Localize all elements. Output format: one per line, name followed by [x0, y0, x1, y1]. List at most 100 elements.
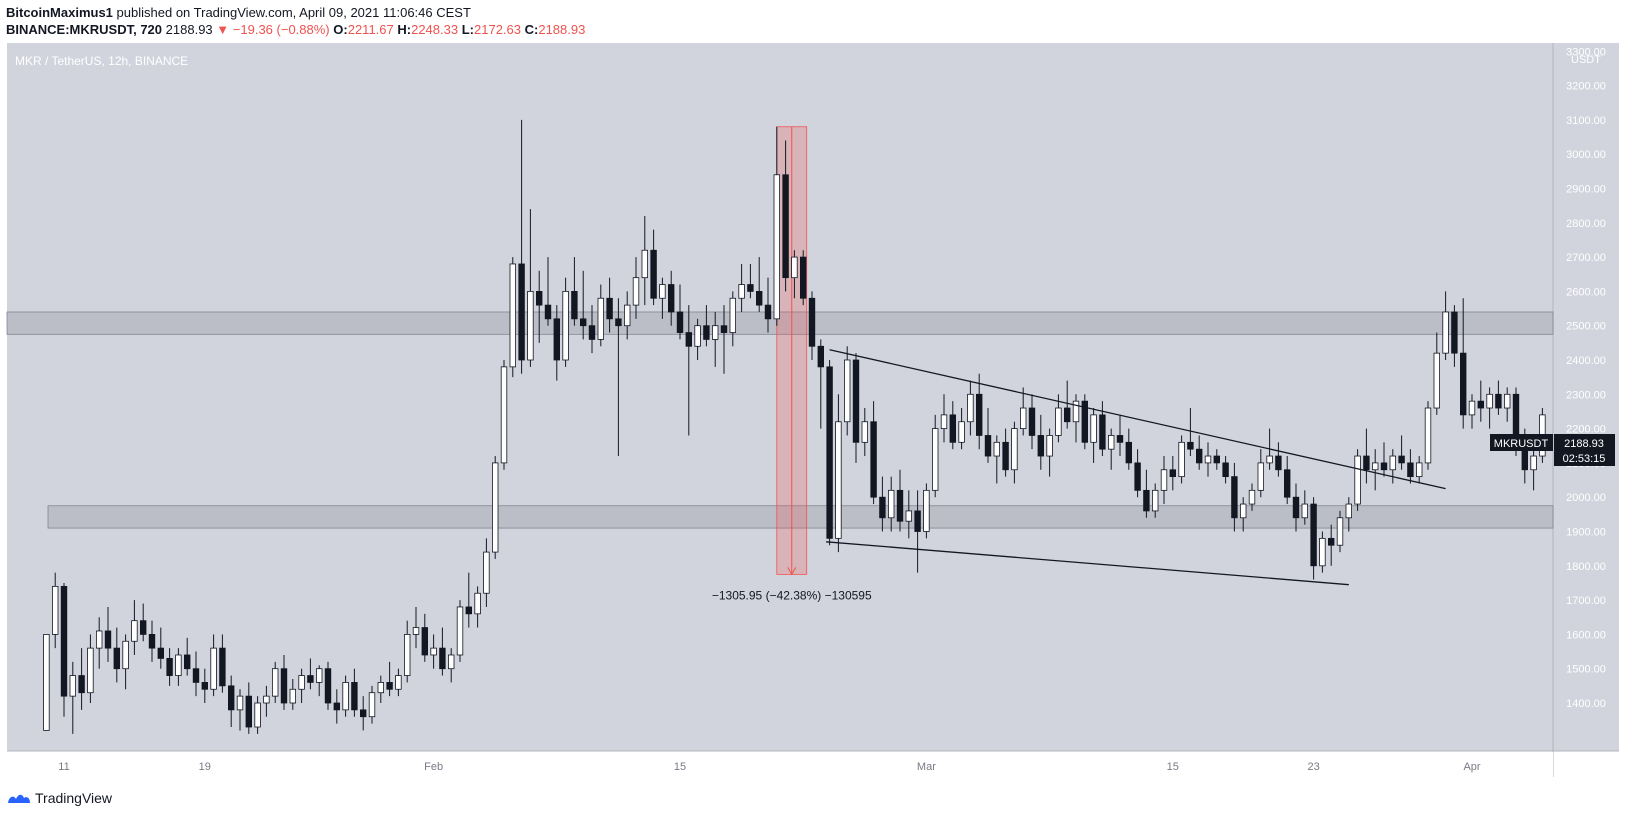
trendline-lower[interactable] — [826, 541, 1349, 586]
y-tick-label: 2200.00 — [1566, 424, 1606, 436]
candle-body — [1310, 503, 1317, 567]
candle-body — [1372, 462, 1379, 471]
candle — [641, 215, 648, 306]
price-axis[interactable]: 1400.00 1500.00 1600.00 1700.00 1800.00 1900.… — [1566, 46, 1606, 710]
candle — [43, 634, 50, 731]
candle-body — [1416, 462, 1423, 478]
candle-body — [1204, 455, 1212, 464]
candle — [1433, 332, 1440, 415]
candle — [289, 678, 296, 710]
y-tick-label: 2800.00 — [1566, 218, 1606, 230]
candle-body — [808, 297, 816, 347]
open-label: O: — [333, 22, 348, 37]
trendline-upper[interactable] — [829, 349, 1446, 490]
last-price-tag: MKRUSDT 2188.93 02:53:15 — [1490, 434, 1615, 466]
down-arrow-icon: ▼ — [216, 22, 230, 37]
y-tick-label: 3200.00 — [1566, 81, 1606, 93]
candle-body — [474, 592, 481, 615]
time-axis[interactable]: 1119Feb15Mar1523Apr1220May10 — [58, 761, 1627, 773]
author-name[interactable]: BitcoinMaximus1 — [6, 5, 113, 20]
x-tick-label: Apr — [1463, 761, 1480, 773]
measure-arrow-head — [787, 567, 797, 576]
candle-body — [1292, 496, 1300, 519]
candle — [201, 668, 208, 703]
candle — [527, 209, 534, 367]
candle-body — [747, 284, 754, 292]
candle-body — [333, 702, 340, 711]
price-tag-box — [1554, 434, 1615, 451]
trendlines-layer[interactable] — [826, 349, 1446, 586]
candle-body — [1486, 393, 1493, 409]
y-tick-label: 2400.00 — [1566, 355, 1606, 367]
candle-body — [1284, 469, 1291, 498]
measure-tool[interactable]: −1305.95 (−42.38%) −130595 — [712, 126, 872, 603]
zone-resistance[interactable] — [6, 311, 1554, 335]
candle — [483, 538, 490, 607]
candle-body — [536, 290, 543, 306]
candle-body — [298, 675, 305, 690]
candle — [826, 360, 833, 546]
candle-body — [509, 263, 516, 368]
candle — [1240, 497, 1247, 532]
candle — [1187, 408, 1194, 457]
candle — [421, 613, 428, 662]
candle-body — [861, 421, 868, 443]
candle — [131, 600, 138, 655]
candle — [712, 311, 719, 367]
candle — [324, 661, 332, 710]
candle-body — [967, 393, 974, 423]
candle — [835, 394, 842, 553]
candle — [852, 353, 860, 463]
candle — [474, 586, 481, 628]
candle — [984, 408, 992, 463]
candle-body — [659, 284, 666, 299]
candle-body — [1301, 503, 1308, 519]
candle — [1248, 483, 1256, 511]
candle — [447, 648, 455, 683]
y-tick-label: 1800.00 — [1566, 561, 1606, 573]
candle — [175, 648, 182, 686]
candle-body — [1468, 400, 1476, 416]
candle-body — [800, 256, 807, 299]
candle — [632, 257, 640, 319]
zone-support[interactable] — [47, 505, 1554, 529]
candle — [1354, 449, 1361, 511]
candle — [1213, 449, 1220, 470]
candle-body — [263, 695, 270, 704]
candle-body — [210, 647, 217, 690]
y-tick-label: 1500.00 — [1566, 664, 1606, 676]
candle-body — [1231, 476, 1238, 519]
candle-body — [518, 263, 525, 361]
candle — [87, 634, 94, 703]
candle — [914, 490, 921, 573]
symbol-label: BINANCE:MKRUSDT, 720 — [6, 22, 163, 37]
candle — [333, 689, 340, 724]
candle — [148, 620, 156, 662]
symbol-tag-text: MKRUSDT — [1494, 438, 1549, 450]
tradingview-logo[interactable]: TradingView — [7, 790, 112, 806]
candle-body — [1407, 462, 1414, 478]
candle — [1345, 497, 1352, 532]
candle-body — [245, 695, 252, 728]
candle-body — [351, 682, 358, 711]
candle — [139, 603, 147, 642]
candle — [1064, 380, 1071, 429]
candle-body — [1037, 435, 1044, 457]
price-change: −19.36 (−0.88%) — [232, 22, 330, 37]
candle-body — [1336, 517, 1344, 546]
candle — [1504, 387, 1511, 422]
axis-currency: USDT — [1571, 54, 1601, 66]
candle-body — [712, 325, 719, 340]
candle — [1284, 456, 1291, 505]
candle — [395, 668, 402, 697]
candle-body — [421, 627, 428, 656]
candle-body — [615, 318, 622, 327]
publish-line: BitcoinMaximus1 published on TradingView… — [6, 4, 585, 21]
candle-body — [782, 174, 789, 279]
candle — [967, 380, 974, 436]
candle-body — [1090, 414, 1097, 443]
candle-body — [271, 668, 279, 697]
candle-body — [1072, 400, 1080, 423]
candle — [1072, 394, 1080, 443]
